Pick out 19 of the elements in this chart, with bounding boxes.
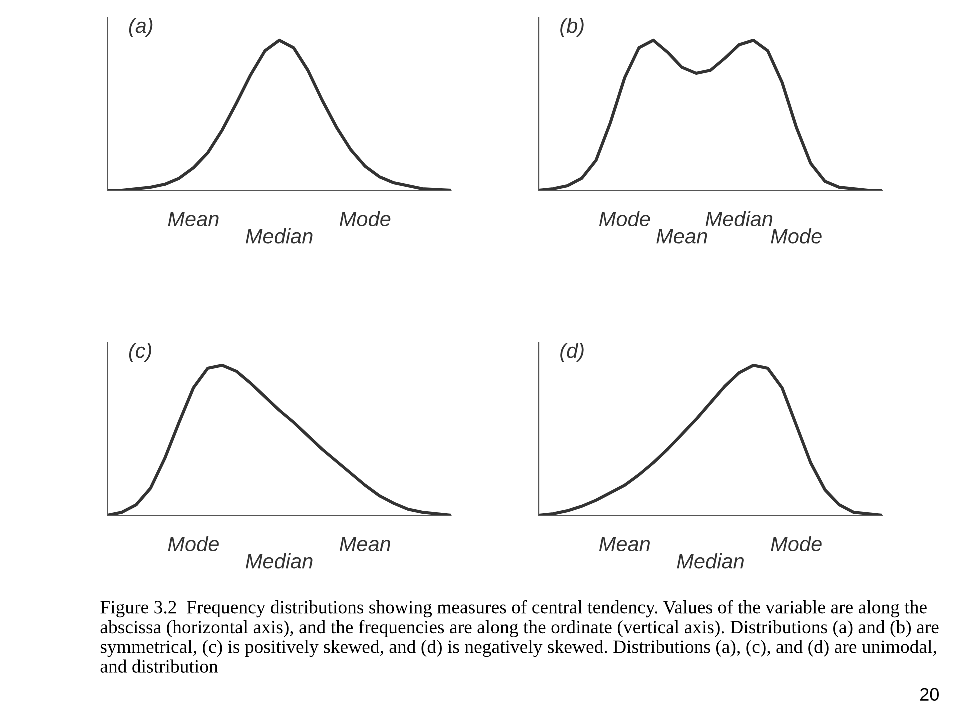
text: Mode [771,228,822,244]
text: Median [706,211,773,227]
chart-title: (b) [560,18,584,38]
caption: Figure 3.2 Frequency distributions showing measures of central tendency. Values of the variable are along the abscissa (horizontal axis), and the frequencies are along the ordinate (vertical axis). Distributions (a) and (b) are symmetrical, (c) is positively skewed, and (d) is negatively skewed. Distributions (a), (c), and (d) are unimodal, and distribution [100,600,939,673]
text: 20 [920,688,939,702]
text: Median [246,228,313,244]
text: Mode [599,211,650,227]
text: Mode [168,536,219,552]
text: Mean [340,536,390,552]
text: Mean [599,536,650,552]
text: Median [677,553,744,569]
text: Mode [771,536,822,552]
text: Median [246,553,313,569]
chart-title: (c) [129,342,152,362]
chart-title: (a) [129,18,153,38]
text: Mode [340,211,391,227]
text: Mean [656,229,708,244]
chart-title: (d) [560,342,584,362]
text: Mean [168,212,219,227]
